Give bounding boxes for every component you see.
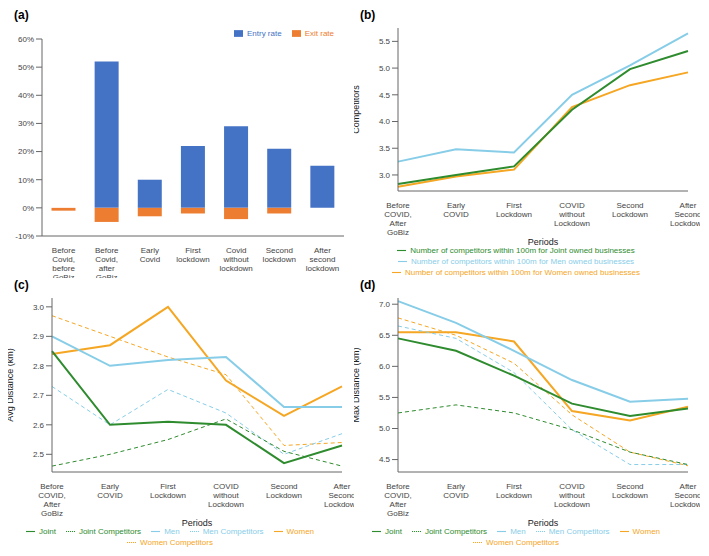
svg-text:Avg Distance (km): Avg Distance (km): [8, 348, 15, 421]
html-text:Women: Women: [632, 527, 660, 536]
html-text:Men: Men: [164, 527, 180, 536]
html-text:Number of competitors within 1: Number of competitors within 100m for Me…: [410, 257, 635, 266]
html-text:Number of competitors within 1: Number of competitors within 100m for Wo…: [405, 268, 640, 277]
svg-text:2.5: 2.5: [33, 450, 45, 459]
svg-text:40%: 40%: [18, 91, 34, 100]
svg-text:COVIDwithoutLockdown: COVIDwithoutLockdown: [554, 201, 590, 228]
svg-text:60%: 60%: [18, 35, 34, 44]
svg-text:4.5: 4.5: [379, 91, 391, 100]
svg-text:3.0: 3.0: [33, 303, 45, 312]
svg-text:Firstlockdown: Firstlockdown: [176, 246, 209, 264]
html-text:(b): (b): [360, 8, 376, 22]
svg-text:3.0: 3.0: [379, 171, 391, 180]
svg-text:4.0: 4.0: [379, 117, 391, 126]
svg-text:COVIDwithoutLockdown: COVIDwithoutLockdown: [208, 482, 244, 509]
svg-text:AfterSecondLockdown: AfterSecondLockdown: [670, 482, 700, 509]
svg-text:Periods: Periods: [182, 518, 213, 528]
svg-text:FirstLockdown: FirstLockdown: [496, 201, 532, 219]
html-text:Joint: Joint: [385, 527, 402, 536]
svg-text:20%: 20%: [18, 147, 34, 156]
svg-text:EarlyCOVID: EarlyCOVID: [97, 482, 123, 500]
html-text:(d): (d): [360, 278, 376, 292]
svg-text:7.0: 7.0: [379, 300, 391, 309]
svg-text:50%: 50%: [18, 63, 34, 72]
svg-text:5.5: 5.5: [379, 37, 391, 46]
svg-text:30%: 30%: [18, 119, 34, 128]
html-text:Entry rate: Entry rate: [247, 29, 282, 38]
svg-text:-10%: -10%: [15, 232, 34, 241]
svg-text:5.0: 5.0: [379, 424, 391, 433]
html-text:Number of competitors within 1: Number of competitors within 100m for Jo…: [410, 246, 635, 255]
html-text:Joint Competitors: Joint Competitors: [78, 527, 142, 536]
svg-text:AfterSecondLockdown: AfterSecondLockdown: [670, 201, 700, 228]
svg-text:Periods: Periods: [528, 518, 559, 528]
html-text:Joint: Joint: [39, 527, 56, 536]
html-text:Men Competitors: Men Competitors: [548, 527, 610, 536]
svg-text:5.5: 5.5: [379, 393, 391, 402]
svg-text:4.5: 4.5: [379, 455, 391, 464]
svg-text:BeforeCOVID,AfterGoBiz: BeforeCOVID,AfterGoBiz: [384, 482, 412, 518]
html-text:(a): (a): [14, 8, 29, 22]
html-text:Women Competitors: Women Competitors: [140, 538, 213, 547]
svg-text:5.0: 5.0: [379, 64, 391, 73]
svg-text:10%: 10%: [18, 176, 34, 185]
svg-text:EarlyCOVID: EarlyCOVID: [443, 201, 469, 219]
svg-text:SecondLockdown: SecondLockdown: [612, 201, 648, 219]
svg-text:Competitors: Competitors: [354, 85, 361, 134]
svg-text:COVIDwithoutLockdown: COVIDwithoutLockdown: [554, 482, 590, 509]
svg-text:6.0: 6.0: [379, 362, 391, 371]
svg-text:Max Distance (km): Max Distance (km): [354, 347, 361, 422]
svg-text:2.6: 2.6: [33, 421, 45, 430]
svg-text:2.9: 2.9: [33, 332, 45, 341]
svg-text:Aftersecondlockdown: Aftersecondlockdown: [306, 246, 339, 273]
html-text:Men: Men: [510, 527, 526, 536]
svg-text:Secondlockdown: Secondlockdown: [263, 246, 296, 264]
svg-text:AfterSecondLockdown: AfterSecondLockdown: [324, 482, 354, 509]
svg-text:Covidwithoutlockdown: Covidwithoutlockdown: [219, 246, 252, 273]
svg-text:Periods: Periods: [528, 237, 559, 247]
svg-text:FirstLockdown: FirstLockdown: [150, 482, 186, 500]
svg-text:EarlyCOVID: EarlyCOVID: [443, 482, 469, 500]
html-text:Women: Women: [286, 527, 314, 536]
svg-text:BeforeCOVID,AfterGoBiz: BeforeCOVID,AfterGoBiz: [38, 482, 66, 518]
html-text:Men Competitors: Men Competitors: [202, 527, 264, 536]
svg-text:2.7: 2.7: [33, 391, 45, 400]
svg-text:SecondLockdown: SecondLockdown: [612, 482, 648, 500]
svg-text:FirstLockdown: FirstLockdown: [496, 482, 532, 500]
svg-text:EarlyCovid: EarlyCovid: [140, 246, 160, 264]
html-text:Women Competitors: Women Competitors: [486, 538, 559, 547]
html-text:Joint Competitors: Joint Competitors: [424, 527, 488, 536]
svg-text:SecondLockdown: SecondLockdown: [266, 482, 302, 500]
svg-text:3.5: 3.5: [379, 144, 391, 153]
svg-text:BeforeCovid,beforeGoBiz: BeforeCovid,beforeGoBiz: [52, 246, 76, 278]
svg-text:BeforeCOVID,AfterGoBiz: BeforeCOVID,AfterGoBiz: [384, 201, 412, 237]
svg-text:6.5: 6.5: [379, 331, 391, 340]
svg-text:BeforeCovid,afterGoBiz: BeforeCovid,afterGoBiz: [95, 246, 119, 278]
svg-text:2.8: 2.8: [33, 362, 45, 371]
html-text:(c): (c): [14, 278, 29, 292]
html-text:Exit rate: Exit rate: [304, 29, 334, 38]
svg-text:0%: 0%: [22, 204, 34, 213]
